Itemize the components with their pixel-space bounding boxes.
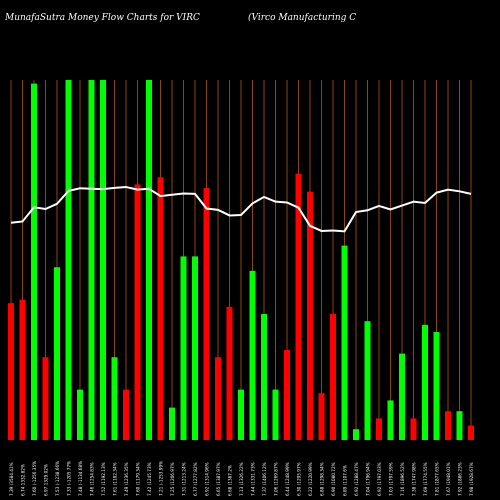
volume-bar bbox=[169, 407, 175, 440]
volume-bar bbox=[284, 350, 290, 440]
x-tick-label: 7.48 (-1134.68% bbox=[78, 461, 83, 496]
x-tick-label: 7.39 (3584.41% bbox=[9, 462, 14, 496]
x-tick-label: 7.33 (-1205.77% bbox=[67, 461, 72, 496]
volume-bar bbox=[100, 80, 106, 440]
x-tick-label: 7.04 (1796.94% bbox=[366, 462, 371, 496]
volume-bar bbox=[341, 245, 348, 440]
x-tick-label: 7.25 (1206.97% bbox=[170, 462, 175, 496]
volume-bar bbox=[353, 429, 359, 440]
x-tick-label: 7.49 (1236.35% bbox=[124, 462, 129, 496]
volume-bar bbox=[8, 303, 14, 440]
volume-bar bbox=[399, 353, 405, 440]
x-tick-label: 7.81 (1877.65% bbox=[435, 462, 440, 496]
x-tick-label: 6.74 1332.82% bbox=[21, 464, 26, 496]
volume-bar bbox=[111, 357, 118, 440]
volume-bar bbox=[226, 306, 233, 440]
x-tick-label: 6.92 (1288.47% bbox=[354, 462, 359, 496]
volume-bar bbox=[88, 80, 95, 440]
volume-bar bbox=[146, 80, 152, 440]
x-tick-label: 6.92 (1314.96% bbox=[205, 462, 210, 496]
x-tick-label: 7.44 (1331.73% bbox=[251, 462, 256, 496]
x-tick-label: 6.89 (1107.6% bbox=[343, 465, 348, 496]
price-line-group bbox=[10, 186, 472, 233]
volume-bar bbox=[433, 332, 440, 440]
x-tick-label: 6.92 (1797.03% bbox=[377, 462, 382, 496]
volume-bar bbox=[249, 270, 256, 440]
x-tick-label: 7.46 (1254.83% bbox=[90, 462, 95, 496]
x-tick-labels: 7.39 (3584.41% 6.74 1332.82% 7.60 (-1256.3… bbox=[9, 461, 474, 496]
x-tick-label: 6.30 (1295.97% bbox=[297, 462, 302, 496]
volume-bar bbox=[295, 173, 302, 440]
volume-bar bbox=[318, 393, 325, 440]
volume-bar bbox=[134, 184, 141, 440]
x-tick-label: 7.92 (1886.23% bbox=[458, 462, 463, 496]
x-tick-label: 7.21 (-1253.99% bbox=[159, 461, 164, 496]
volume-bar bbox=[77, 389, 83, 440]
price-line bbox=[10, 186, 472, 233]
volume-bar bbox=[307, 191, 313, 440]
volume-bar bbox=[123, 389, 129, 440]
x-tick-label: 7.61 (1182.34% bbox=[113, 462, 118, 496]
x-tick-label: 7.42 (1245.73% bbox=[147, 462, 152, 496]
volume-bar bbox=[192, 256, 198, 440]
volume-bar bbox=[203, 188, 210, 440]
volume-bar bbox=[19, 299, 26, 440]
volume-bar bbox=[364, 321, 371, 440]
x-tick-label: 7.53 (-1238.66% bbox=[55, 461, 60, 496]
volume-bar bbox=[42, 357, 49, 440]
x-tick-label: 7.98 (1928.67% bbox=[469, 462, 474, 496]
volume-bar bbox=[468, 425, 474, 440]
x-tick-label: 7.16 (1896.52% bbox=[400, 462, 405, 496]
volume-bars bbox=[8, 80, 474, 440]
x-tick-label: 6.97 1329.02% bbox=[44, 464, 49, 496]
x-tick-label: 7.69 (1774.55% bbox=[423, 462, 428, 496]
x-tick-label: 6.44 (1248.99% bbox=[285, 462, 290, 496]
volume-bar bbox=[422, 324, 428, 440]
volume-bar bbox=[272, 389, 279, 440]
volume-bar bbox=[215, 357, 221, 440]
x-tick-label: 7.52 (1192.13% bbox=[101, 462, 106, 496]
x-tick-label: 7.06 (1269.87% bbox=[274, 462, 279, 496]
volume-bar bbox=[65, 80, 72, 440]
volume-bar bbox=[445, 411, 451, 440]
x-tick-label: 7.38 (1747.98% bbox=[412, 462, 417, 496]
x-tick-label: 7.60 (1179.34% bbox=[136, 462, 141, 496]
volume-bar bbox=[456, 411, 463, 440]
volume-bar bbox=[157, 177, 164, 440]
volume-bar bbox=[54, 267, 60, 440]
x-tick-label: 6.77 (1277.82% bbox=[193, 462, 198, 496]
x-tick-label: 7.60 (-1256.35% bbox=[32, 461, 37, 496]
volume-bar bbox=[387, 400, 394, 440]
x-tick-label: 7.13 (1326.22% bbox=[239, 462, 244, 496]
volume-bar bbox=[410, 418, 417, 440]
x-tick-label: 6.65 (1387.97% bbox=[216, 462, 221, 496]
x-tick-label: 7.03 (1797.59% bbox=[389, 462, 394, 496]
x-tick-label: 6.88 (1298.34% bbox=[320, 462, 325, 496]
volume-bar bbox=[261, 314, 267, 440]
chart-title-right: (Virco Manufacturing C bbox=[248, 13, 357, 23]
volume-bar bbox=[376, 418, 382, 440]
volume-bar bbox=[180, 256, 187, 440]
volume-bar bbox=[330, 314, 336, 440]
x-tick-label: 6.68 (1387.2% bbox=[228, 465, 233, 496]
volume-bar bbox=[238, 389, 244, 440]
x-tick-label: 7.31 (1213.24% bbox=[182, 462, 187, 496]
chart-title-left: MunafaSutra Money Flow Charts for VIRC bbox=[5, 13, 200, 23]
x-tick-label: 6.90 (1080.72% bbox=[331, 462, 336, 496]
x-tick-label: 7.67 (1948.01% bbox=[446, 462, 451, 496]
volume-bar bbox=[31, 83, 37, 440]
x-tick-label: 6.22 (1220.99% bbox=[308, 462, 313, 496]
x-tick-label: 7.37 (1406.12% bbox=[262, 462, 267, 496]
